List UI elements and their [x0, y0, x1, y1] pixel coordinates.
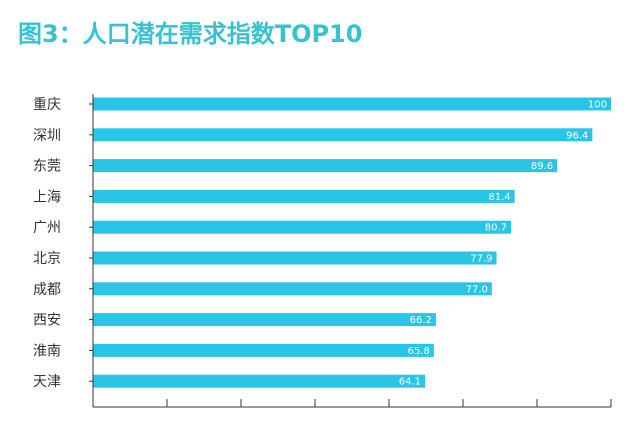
bar-value-label-3: 81.4: [488, 192, 510, 203]
category-label-4: 广州: [33, 220, 61, 236]
bar-value-label-7: 66.2: [410, 315, 432, 326]
category-label-7: 西安: [33, 313, 61, 329]
x-axis-group: [92, 399, 612, 408]
bar-4: [93, 220, 512, 234]
bar-value-label-1: 96.4: [566, 130, 588, 141]
bar-9: [93, 374, 426, 388]
bar-2: [93, 159, 558, 173]
bar-value-label-6: 77.0: [466, 284, 488, 295]
bar-value-label-5: 77.9: [470, 254, 492, 265]
bar-7: [93, 313, 436, 327]
bar-value-label-2: 89.6: [531, 161, 553, 172]
bar-0: [93, 97, 611, 111]
bars-group: 100 96.4 89.6 81.4 80.7 77.9 77.0 66.2 65.8 64.1: [93, 97, 611, 388]
bar-value-label-4: 80.7: [485, 223, 507, 234]
bar-value-label-8: 65.8: [408, 346, 430, 357]
bar-5: [93, 251, 497, 265]
category-label-2: 东莞: [33, 159, 61, 175]
bar-1: [93, 128, 593, 142]
bar-value-label-0: 100: [588, 100, 607, 111]
bar-3: [93, 189, 515, 203]
category-label-1: 深圳: [33, 128, 61, 144]
category-label-9: 天津: [33, 374, 61, 390]
category-label-8: 淮南: [33, 343, 61, 359]
bar-value-label-9: 64.1: [399, 377, 421, 388]
category-label-5: 北京: [33, 251, 61, 267]
category-label-6: 成都: [33, 282, 61, 298]
bar-6: [93, 282, 492, 296]
chart-title: 图3：人口潜在需求指数TOP10: [18, 20, 363, 48]
category-label-0: 重庆: [33, 97, 61, 113]
category-label-3: 上海: [33, 189, 61, 205]
bar-8: [93, 343, 434, 357]
